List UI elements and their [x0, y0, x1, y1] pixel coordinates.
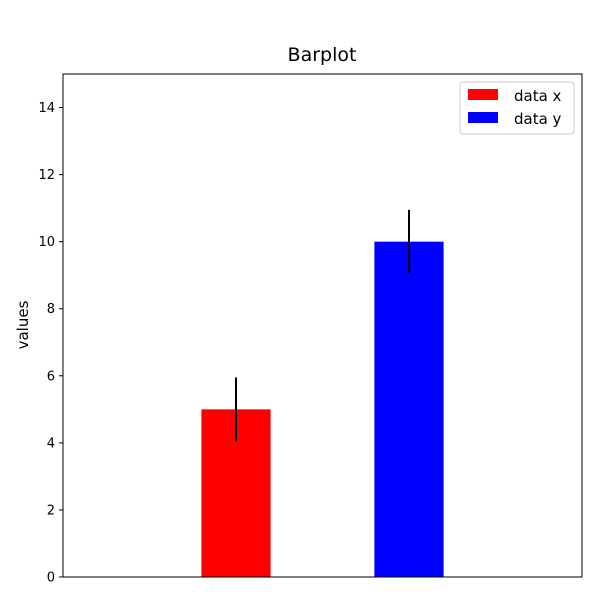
y-axis-ticks: 0 2 4 6 8 10 12 14: [38, 101, 63, 586]
legend-swatch-data-x: [468, 89, 498, 100]
legend: data x data y: [459, 81, 575, 135]
plot-frame: [62, 73, 583, 578]
errorbars-layer: [235, 209, 410, 442]
legend-label-data-y: data y: [514, 110, 562, 128]
y-tick-label: 0: [47, 571, 55, 586]
y-tick-label: 8: [47, 302, 55, 317]
bar-data-y: [374, 241, 444, 577]
y-tick-label: 10: [38, 235, 55, 250]
y-tick-label: 2: [47, 503, 55, 518]
y-tick-label: 14: [38, 101, 55, 116]
y-axis-label: values: [14, 300, 32, 349]
y-tick-label: 12: [38, 168, 55, 183]
y-tick-label: 4: [47, 436, 55, 451]
chart-title: Barplot: [288, 44, 357, 66]
legend-label-data-x: data x: [514, 87, 562, 105]
y-tick-label: 6: [47, 369, 55, 384]
legend-swatch-data-y: [468, 112, 498, 123]
